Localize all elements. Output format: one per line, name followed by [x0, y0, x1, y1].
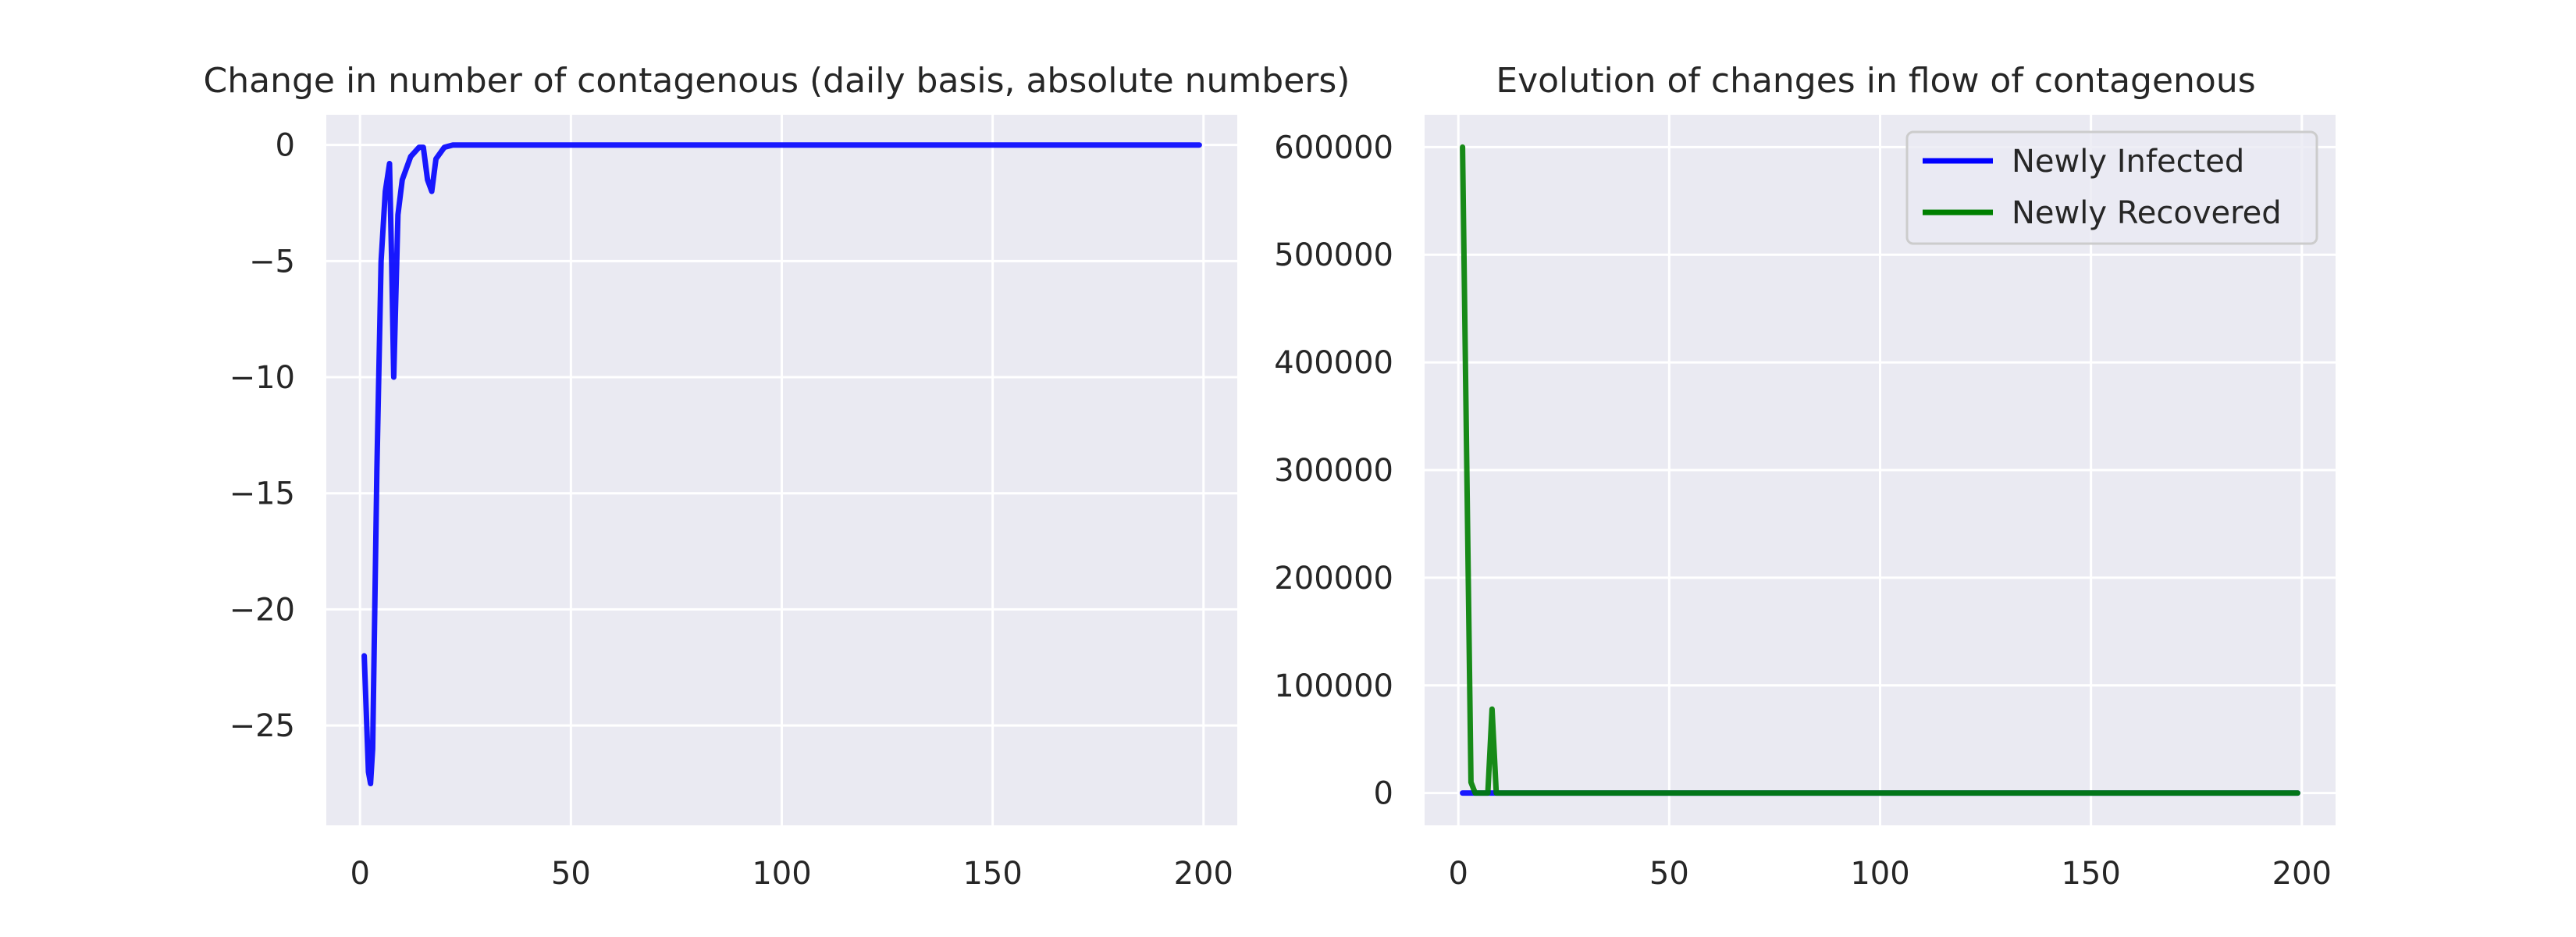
y-tick-label: 0 — [1374, 776, 1393, 812]
series-line-0 — [361, 142, 1202, 786]
y-tick-label: 200000 — [1274, 561, 1393, 597]
x-tick-label: 50 — [1649, 856, 1689, 892]
y-tick-label: −15 — [229, 476, 295, 512]
x-tick-label: 150 — [2061, 856, 2120, 892]
x-tick-label: 200 — [2272, 856, 2332, 892]
chart-title: Change in number of contagenous (daily b… — [204, 61, 1350, 101]
y-tick-label: 300000 — [1274, 453, 1393, 489]
x-tick-label: 100 — [1850, 856, 1909, 892]
y-tick-label: 100000 — [1274, 668, 1393, 704]
x-tick-label: 0 — [350, 856, 369, 892]
legend: Newly Infected Newly Recovered — [1905, 130, 2318, 245]
y-tick-label: 500000 — [1274, 237, 1393, 273]
x-tick-label: 150 — [962, 856, 1022, 892]
legend-box — [1905, 130, 2318, 245]
y-tick-label: −5 — [249, 244, 295, 280]
chart-contagious-change: 0 50 100 150 200 0 −5 −10 −15 −20 −25 Change in num… — [204, 61, 1350, 892]
x-tick-label: 100 — [752, 856, 811, 892]
y-tick-label: 400000 — [1274, 345, 1393, 381]
x-tick-label: 200 — [1174, 856, 1233, 892]
x-tick-label: 50 — [551, 856, 591, 892]
chart-flow-evolution: 0 50 100 150 200 0 100000 200000 300000 400000 500… — [1274, 61, 2336, 892]
y-tick-label: −25 — [229, 708, 295, 744]
y-tick-label: −10 — [229, 360, 295, 396]
legend-label-newly-infected: Newly Infected — [2012, 144, 2244, 180]
chart-title: Evolution of changes in flow of contagen… — [1496, 61, 2255, 101]
series-line-newly-recovered — [1460, 144, 2300, 796]
legend-label-newly-recovered: Newly Recovered — [2012, 195, 2282, 231]
y-tick-label: −20 — [229, 592, 295, 628]
y-tick-label: 600000 — [1274, 130, 1393, 166]
x-tick-label: 0 — [1448, 856, 1468, 892]
y-tick-label: 0 — [276, 128, 295, 164]
